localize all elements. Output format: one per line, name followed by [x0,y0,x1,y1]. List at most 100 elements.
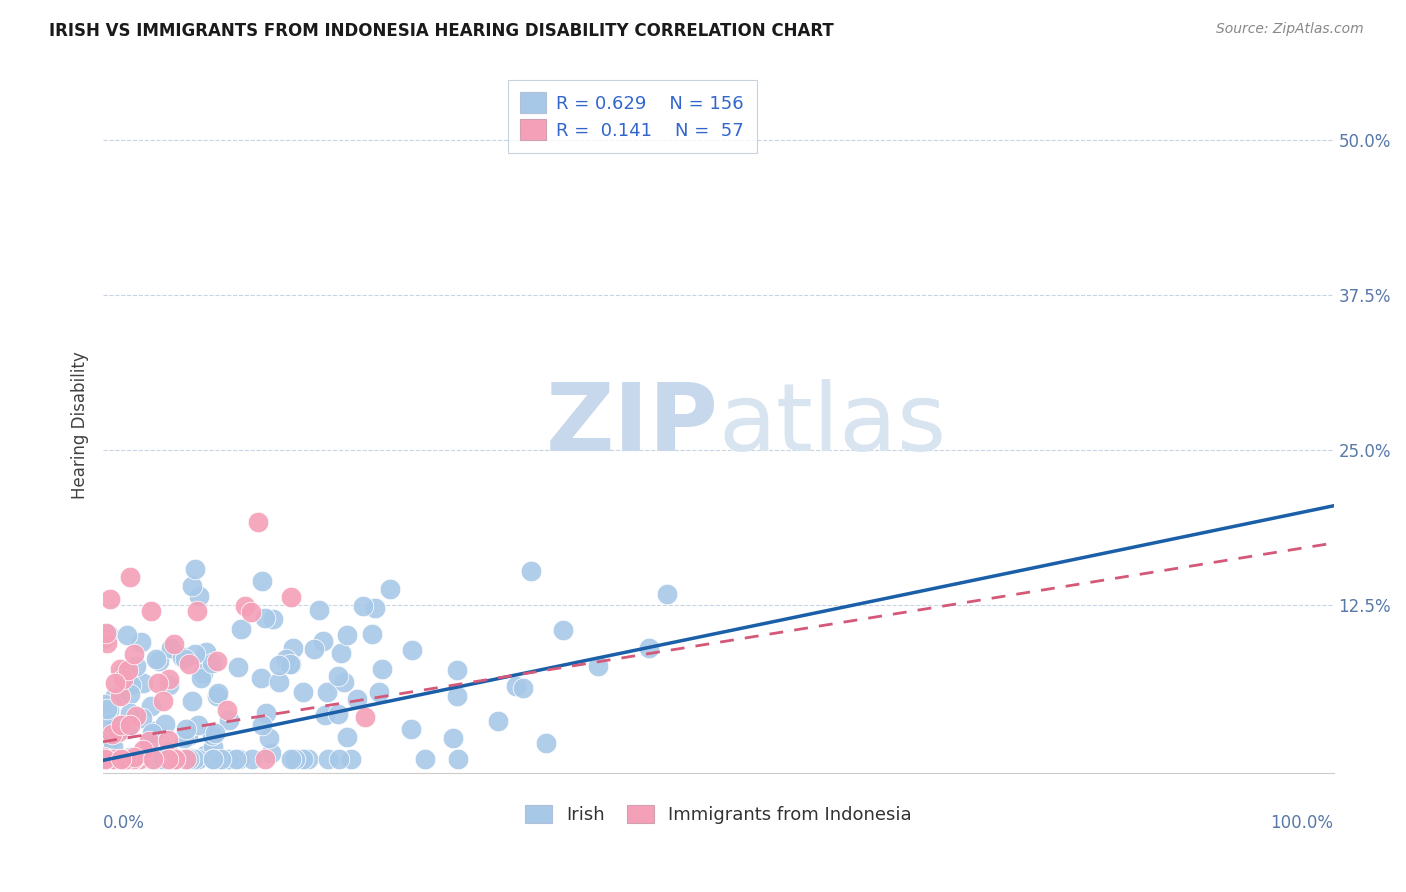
Point [150,752,173,766]
Point [328,752,350,766]
Point [100,752,122,766]
Point [110,752,132,766]
Point [138,734,160,748]
Point [637,640,659,655]
Point [534,736,557,750]
Point [201,656,224,670]
Point [205,654,228,668]
Point [152,693,174,707]
Point [118,752,141,766]
Point [117,663,139,677]
Point [98,592,121,607]
Point [186,752,208,766]
Point [312,634,335,648]
Text: 100.0%: 100.0% [1271,814,1333,832]
Point [201,739,224,754]
Point [110,717,132,731]
Point [125,748,148,763]
Point [352,599,374,613]
Point [121,752,143,766]
Point [186,604,208,618]
Point [146,676,169,690]
Point [280,657,302,671]
Point [131,711,153,725]
Point [360,626,382,640]
Point [138,752,160,766]
Point [115,752,138,766]
Point [401,643,423,657]
Point [120,569,142,583]
Point [121,752,143,766]
Point [163,637,186,651]
Point [215,703,238,717]
Point [141,726,163,740]
Point [157,752,180,766]
Point [93,752,115,766]
Point [146,752,169,766]
Point [159,672,181,686]
Point [315,708,337,723]
Point [120,678,142,692]
Point [233,599,256,613]
Point [124,658,146,673]
Point [157,678,180,692]
Point [207,686,229,700]
Point [159,752,181,766]
Point [315,684,337,698]
Point [93,752,115,766]
Point [93,752,115,766]
Point [152,752,174,766]
Point [240,752,263,766]
Point [291,685,314,699]
Point [332,675,354,690]
Point [225,752,247,766]
Point [187,589,209,603]
Point [399,722,422,736]
Point [336,627,359,641]
Point [165,752,187,766]
Point [174,651,197,665]
Point [655,586,678,600]
Point [131,743,153,757]
Point [316,752,339,766]
Point [118,706,141,721]
Point [328,707,350,722]
Point [100,730,122,744]
Point [163,752,186,766]
Point [98,752,121,766]
Point [112,752,135,766]
Point [284,752,307,766]
Point [278,657,301,671]
Point [186,752,208,766]
Text: IRISH VS IMMIGRANTS FROM INDONESIA HEARING DISABILITY CORRELATION CHART: IRISH VS IMMIGRANTS FROM INDONESIA HEARI… [49,22,834,40]
Point [172,650,194,665]
Text: atlas: atlas [718,379,946,471]
Point [101,739,124,754]
Point [280,590,302,604]
Point [93,698,115,712]
Text: ZIP: ZIP [546,379,718,471]
Point [486,714,509,728]
Point [111,672,134,686]
Point [253,611,276,625]
Point [163,752,186,766]
Point [354,709,377,723]
Point [112,752,135,766]
Point [520,565,543,579]
Point [370,662,392,676]
Point [93,750,115,764]
Point [100,731,122,746]
Point [415,752,437,766]
Point [100,752,122,766]
Point [139,748,162,763]
Point [115,628,138,642]
Point [446,689,468,703]
Point [112,752,135,766]
Point [94,625,117,640]
Point [187,718,209,732]
Point [204,726,226,740]
Point [364,601,387,615]
Point [112,752,135,766]
Point [190,672,212,686]
Point [104,675,127,690]
